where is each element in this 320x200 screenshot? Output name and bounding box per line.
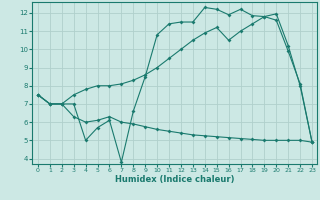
X-axis label: Humidex (Indice chaleur): Humidex (Indice chaleur) — [115, 175, 234, 184]
